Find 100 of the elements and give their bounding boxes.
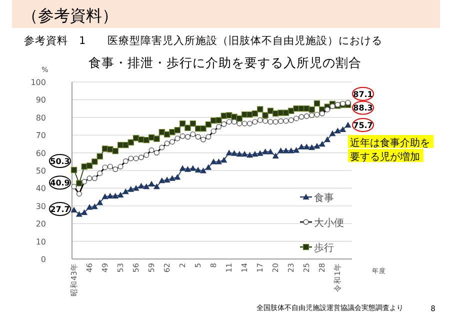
point [278,147,284,154]
point [257,106,264,112]
text: （参考資料） [22,6,118,25]
point [70,166,78,174]
y-tick-label: 30 [36,202,46,211]
point [200,167,206,174]
point [86,204,93,210]
point [340,126,346,132]
point [329,130,336,136]
point [231,114,238,120]
point [303,144,310,150]
point [318,140,326,147]
point [216,117,222,124]
point [236,150,243,157]
point [262,112,268,118]
point [179,165,186,171]
y-tick-label: 70 [36,131,46,140]
y-tick-label: 80 [36,113,46,122]
point [132,185,140,191]
point [278,110,284,116]
point [241,150,248,157]
point [314,142,320,149]
point [256,150,264,156]
point [298,144,305,150]
point [288,147,294,154]
point [81,209,88,216]
y-tick-label: 0 [40,255,46,264]
point [267,108,274,114]
y-tick-label: 50 [36,166,46,176]
y-tick-label: 40 [36,184,46,194]
point [205,164,212,170]
legend-label: 大小便 [314,217,344,229]
point [344,122,352,128]
point [102,193,108,200]
point [174,174,181,180]
point [314,100,320,107]
point [231,150,238,156]
point [200,125,206,132]
point [148,180,155,187]
data-label: 40.9 [50,178,70,188]
point [138,182,144,188]
point [169,175,176,181]
data-label: 75.7 [353,121,373,130]
point [96,199,104,206]
point [143,183,150,190]
point [184,124,191,131]
point [262,148,268,154]
point [252,150,258,157]
point [246,152,253,158]
y-tick-label: 100 [30,78,46,87]
point [226,150,232,156]
point [158,177,166,184]
point [169,128,176,136]
point [190,165,196,171]
point [282,110,290,116]
point [96,153,103,160]
point [154,183,160,190]
point [174,127,180,134]
point [184,166,191,172]
point [272,152,279,159]
chart-title: 食事・排泄・歩行に介助を要する入所児の割合 [88,55,362,70]
point [288,108,294,114]
point [92,158,98,165]
point [308,106,315,113]
point [70,206,78,213]
point [117,192,124,198]
y-tick-label: 90 [36,96,46,105]
point [220,156,228,163]
note: 近年は食事介助を要する児が増加 [348,135,434,163]
point [112,148,118,154]
point [112,192,119,199]
point [128,139,134,146]
point [154,136,160,142]
point [216,158,222,164]
point [106,192,114,199]
y-tick-label: 60 [36,148,46,158]
point [267,148,274,154]
point [308,144,316,150]
point [86,162,93,169]
point [324,136,331,142]
point [122,188,129,194]
data-label: 27.7 [50,204,70,214]
y-tick-label: 10 [36,237,46,246]
y-tick-label: 20 [36,220,46,229]
data-label: 87.1 [353,90,374,99]
data-label: 88.3 [353,104,373,113]
legend-label: 食事 [314,192,334,204]
point [128,186,134,192]
point [293,146,300,153]
point [76,211,82,217]
chart-subtitle: 参考資料 1 医療型障害児入所施設（旧肢体不自由児施設）における [24,34,383,47]
point [210,158,217,164]
point [194,166,202,173]
data-label: 50.3 [50,156,70,166]
legend-label: 歩行 [314,242,334,254]
point [91,203,98,210]
point [164,176,170,182]
point [76,180,82,186]
point [334,128,341,134]
point [190,120,196,127]
